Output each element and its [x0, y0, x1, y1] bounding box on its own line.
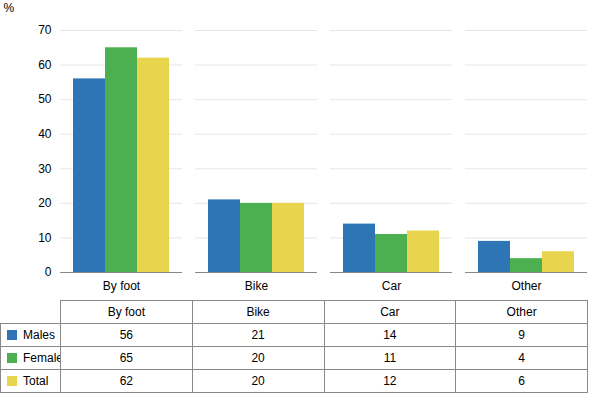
svg-text:By foot: By foot — [103, 279, 141, 293]
html-text:Bike: Bike — [246, 305, 270, 319]
html-text:By foot: By foot — [107, 305, 145, 319]
html-text:4: 4 — [518, 351, 525, 365]
svg-text:50: 50 — [38, 92, 52, 106]
svg-text:10: 10 — [38, 231, 52, 245]
html-text:Car: Car — [380, 305, 400, 319]
html-text:11: 11 — [383, 351, 397, 365]
html-text:14: 14 — [383, 328, 397, 342]
html-text:9: 9 — [518, 328, 525, 342]
html-text:65: 65 — [119, 351, 133, 365]
html-text:12: 12 — [383, 374, 397, 388]
svg-text:70: 70 — [38, 23, 52, 37]
html-text:20: 20 — [251, 374, 265, 388]
html-text:56: 56 — [119, 328, 133, 342]
svg-text:30: 30 — [38, 162, 52, 176]
html-text:21: 21 — [251, 328, 265, 342]
html-text:Total: Total — [23, 374, 49, 388]
html-text:62: 62 — [119, 374, 133, 388]
svg-text:20: 20 — [38, 196, 52, 210]
svg-text:Bike: Bike — [245, 279, 269, 293]
html-text:20: 20 — [251, 351, 265, 365]
svg-text:Car: Car — [382, 279, 401, 293]
html-text:Males: Males — [23, 328, 55, 342]
html-text:Other: Other — [506, 305, 537, 319]
svg-text:60: 60 — [38, 58, 52, 72]
svg-text:Other: Other — [511, 279, 541, 293]
svg-text:%: % — [4, 1, 15, 15]
svg-text:0: 0 — [45, 265, 52, 279]
svg-text:40: 40 — [38, 127, 52, 141]
html-text:6: 6 — [518, 374, 525, 388]
